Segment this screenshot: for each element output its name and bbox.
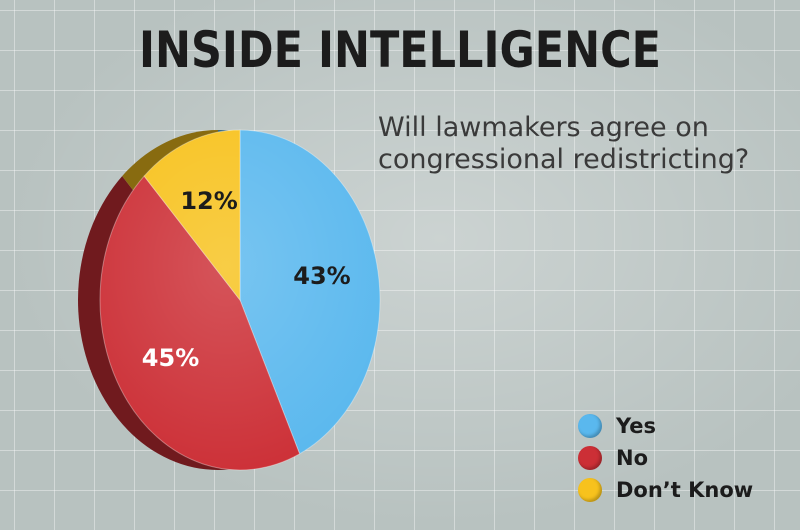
slice-label-don-t-know: 12%: [180, 187, 237, 215]
legend-item-yes: Yes: [578, 410, 788, 442]
legend-label-yes: Yes: [616, 414, 657, 438]
pie-labels: 43% 45% 12%: [142, 187, 351, 372]
pie-slices: [99, 129, 381, 471]
legend-label-dont-know: Don’t Know: [616, 478, 754, 502]
chart-question: Will lawmakers agree on congressional re…: [378, 112, 788, 176]
page-title: INSIDE INTELLIGENCE: [138, 21, 662, 79]
question-line-2: congressional redistricting?: [378, 144, 750, 175]
legend-item-dont-know: Don’t Know: [578, 474, 788, 506]
legend-item-no: No: [578, 442, 788, 474]
slice-label-yes: 43%: [293, 262, 350, 290]
question-line-1: Will lawmakers agree on: [378, 112, 709, 143]
legend-swatch-dont-know: [578, 478, 602, 502]
legend: Yes No Don’t Know: [578, 410, 788, 506]
legend-swatch-no: [578, 446, 602, 470]
legend-label-no: No: [616, 446, 649, 470]
slice-label-no: 45%: [142, 344, 199, 372]
legend-swatch-yes: [578, 414, 602, 438]
pie-sheen: [100, 130, 380, 470]
